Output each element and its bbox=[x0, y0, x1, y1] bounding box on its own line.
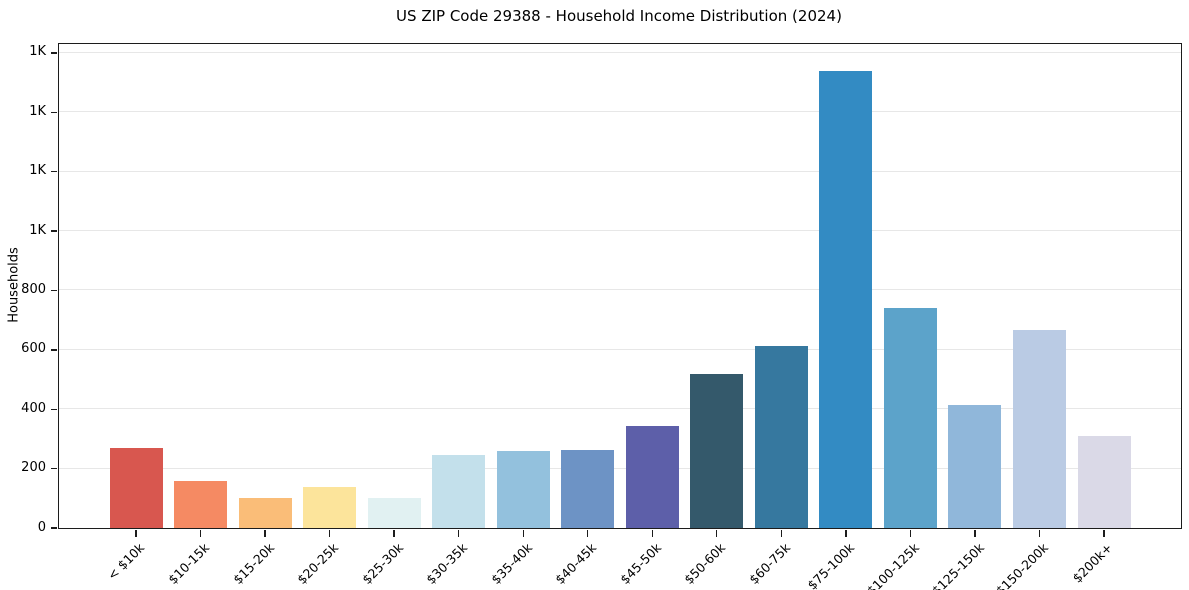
y-tick-mark bbox=[51, 230, 57, 232]
bar-< $10k bbox=[109, 447, 163, 528]
x-tick-mark bbox=[1038, 530, 1041, 537]
y-tick-mark bbox=[51, 527, 57, 529]
x-tick-label: $125-150k bbox=[928, 540, 987, 590]
gridline-y1200 bbox=[59, 170, 1181, 172]
x-tick-label: $30-35k bbox=[423, 540, 471, 588]
x-tick-label: $15-20k bbox=[229, 540, 277, 588]
x-tick-mark bbox=[780, 530, 782, 537]
bar-$45-50k bbox=[625, 426, 679, 528]
y-tick-mark bbox=[51, 111, 57, 113]
bar-$40-45k bbox=[561, 449, 615, 528]
x-tick-label: $35-40k bbox=[487, 540, 535, 588]
gridline-y400 bbox=[59, 408, 1181, 410]
y-tick-label: 0 bbox=[37, 519, 46, 535]
bar-$10-15k bbox=[174, 480, 228, 528]
x-tick-label: $200k+ bbox=[1069, 540, 1116, 586]
y-tick-mark bbox=[51, 171, 57, 173]
x-tick-mark bbox=[587, 530, 589, 537]
x-tick-mark bbox=[651, 530, 653, 537]
x-tick-label: $20-25k bbox=[294, 540, 342, 588]
x-tick-mark bbox=[135, 530, 137, 537]
x-tick-label: $40-45k bbox=[552, 540, 600, 588]
bar-$100-125k bbox=[883, 308, 937, 528]
y-tick-mark bbox=[51, 289, 57, 292]
gridline-y1400 bbox=[59, 111, 1181, 113]
y-tick-label: 800 bbox=[21, 281, 46, 297]
x-tick-mark bbox=[458, 530, 460, 537]
x-tick-label: $100-125k bbox=[863, 540, 922, 590]
y-tick-label: 400 bbox=[21, 400, 46, 416]
x-tick-mark bbox=[974, 530, 976, 537]
y-tick-label: 600 bbox=[21, 341, 46, 357]
x-tick-mark bbox=[845, 530, 847, 537]
bar-$30-35k bbox=[432, 455, 486, 528]
bar-$75-100k bbox=[819, 70, 873, 528]
x-tick-label: $75-100k bbox=[804, 540, 858, 590]
gridline-y1000 bbox=[59, 230, 1181, 232]
x-tick-mark bbox=[393, 530, 395, 537]
y-tick-label: 1K bbox=[29, 222, 46, 238]
plot-area bbox=[51, 43, 1182, 537]
x-tick-mark bbox=[716, 530, 718, 537]
y-tick-mark bbox=[51, 52, 57, 54]
bar-$25-30k bbox=[367, 498, 421, 528]
y-tick-mark bbox=[51, 349, 57, 351]
x-tick-mark bbox=[909, 530, 912, 537]
gridline-y800 bbox=[59, 289, 1181, 291]
x-tick-mark bbox=[1103, 530, 1105, 537]
gridline-y1600 bbox=[59, 51, 1181, 53]
y-tick-label: 1K bbox=[29, 163, 46, 179]
x-tick-mark bbox=[264, 530, 266, 537]
bar-$35-40k bbox=[496, 451, 550, 528]
gridline-y200 bbox=[59, 467, 1181, 469]
y-tick-label: 1K bbox=[29, 103, 46, 119]
bar-$50-60k bbox=[690, 374, 744, 528]
x-tick-mark bbox=[199, 530, 202, 537]
gridline-y600 bbox=[59, 348, 1181, 350]
y-tick-label: 200 bbox=[21, 460, 46, 476]
bar-$60-75k bbox=[754, 346, 808, 528]
x-tick-label: $25-30k bbox=[358, 540, 406, 588]
x-tick-label: $60-75k bbox=[745, 540, 793, 588]
x-tick-label: $150-200k bbox=[992, 540, 1052, 590]
x-tick-label: $50-60k bbox=[681, 540, 729, 588]
y-tick-mark bbox=[51, 467, 57, 470]
bar-$200k+ bbox=[1077, 435, 1131, 528]
x-tick-label: < $10k bbox=[104, 540, 148, 583]
x-tick-label: $10-15k bbox=[165, 540, 213, 588]
x-tick-mark bbox=[328, 530, 331, 537]
x-tick-label: $45-50k bbox=[616, 540, 664, 588]
chart-title: US ZIP Code 29388 - Household Income Dis… bbox=[396, 7, 842, 25]
y-tick-label: 1K bbox=[29, 44, 46, 60]
bar-$150-200k bbox=[1012, 330, 1066, 528]
bar-$15-20k bbox=[238, 498, 292, 528]
y-tick-mark bbox=[51, 408, 57, 410]
bar-$20-25k bbox=[303, 487, 357, 528]
bar-$125-150k bbox=[948, 405, 1002, 528]
x-tick-mark bbox=[522, 530, 524, 537]
